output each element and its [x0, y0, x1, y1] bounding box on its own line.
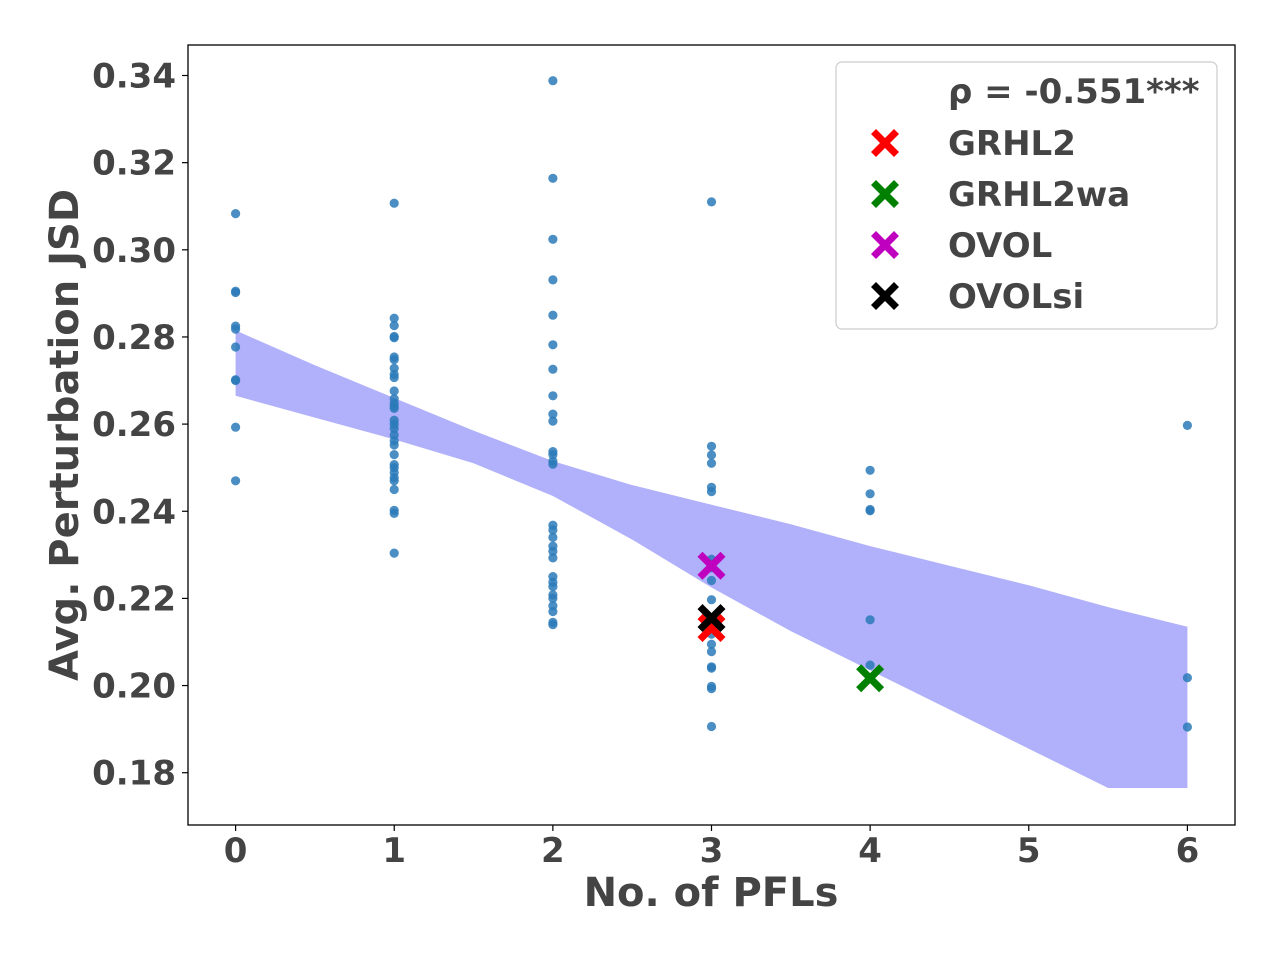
data-point [548, 459, 558, 469]
data-point [706, 487, 717, 497]
highlight-markers-layer [697, 551, 885, 693]
y-tick-label: 0.24 [92, 492, 176, 532]
legend-entries: GRHL2 GRHL2wa OVOL OVOLsi [871, 124, 1130, 317]
legend-grhl2wa-label: GRHL2wa [948, 175, 1130, 215]
data-point [548, 275, 558, 285]
data-point [389, 386, 399, 396]
data-point [389, 450, 399, 460]
data-point [706, 575, 717, 586]
data-point [548, 173, 558, 183]
data-point [389, 372, 399, 383]
data-point [548, 76, 558, 86]
data-point [548, 409, 558, 419]
data-point [389, 484, 399, 495]
data-point [706, 595, 717, 605]
data-point [389, 508, 399, 518]
legend-grhl2wa-marker [871, 180, 899, 208]
data-point [1182, 420, 1192, 430]
x-tick-label: 3 [700, 831, 724, 871]
x-tick-label: 6 [1176, 831, 1200, 871]
legend-ovol-marker [871, 231, 899, 259]
data-point [389, 355, 399, 365]
data-point [706, 721, 717, 732]
data-point [865, 615, 875, 625]
data-point [865, 465, 875, 475]
data-point [548, 546, 558, 556]
data-point [231, 476, 241, 486]
y-tick-label: 0.18 [92, 754, 176, 794]
x-tick-label: 2 [541, 831, 565, 871]
y-tick-label: 0.26 [92, 405, 176, 445]
data-point [548, 553, 558, 563]
data-point [548, 525, 558, 535]
data-point [548, 234, 558, 244]
grhl2wa-marker [856, 664, 885, 693]
data-point [231, 375, 241, 386]
data-point [231, 209, 241, 219]
x-axis-label: No. of PFLs [584, 870, 839, 916]
x-tick-label: 1 [382, 831, 406, 871]
data-point [231, 287, 241, 298]
x-tick-label: 4 [858, 831, 882, 871]
data-point [865, 660, 875, 670]
data-point [548, 310, 558, 320]
x-tick-label: 0 [224, 831, 248, 871]
data-point [706, 663, 717, 673]
data-point [389, 476, 399, 486]
ovolsi-marker [697, 604, 726, 632]
data-point [865, 489, 875, 499]
data-point [706, 197, 717, 207]
ovol-marker [697, 551, 726, 580]
y-tick-label: 0.34 [92, 57, 176, 97]
data-point [231, 342, 241, 352]
y-tick-label: 0.28 [92, 318, 176, 358]
data-point [548, 532, 558, 543]
y-axis-ticks: 0.18 0.20 0.22 0.24 0.26 0.28 0.30 0.32 0.34 [92, 57, 188, 794]
data-point [389, 333, 399, 343]
x-axis-ticks: 0 1 2 3 4 5 6 [224, 825, 1199, 871]
data-point [548, 450, 558, 460]
data-point [706, 441, 717, 451]
data-point [389, 440, 399, 450]
data-point [706, 684, 717, 694]
legend-grhl2-marker [871, 129, 899, 157]
legend-grhl2-label: GRHL2 [948, 124, 1076, 164]
data-point [1182, 722, 1192, 732]
y-tick-label: 0.32 [92, 144, 176, 184]
data-point [389, 403, 399, 413]
y-tick-label: 0.22 [92, 579, 176, 619]
data-point [548, 364, 558, 374]
y-axis-label: Avg. Perturbation JSD [42, 189, 88, 681]
data-point [548, 620, 558, 630]
x-tick-label: 5 [1017, 831, 1041, 871]
y-tick-label: 0.20 [92, 667, 176, 707]
data-point [231, 422, 241, 432]
y-tick-label: 0.30 [92, 231, 176, 271]
data-point [706, 639, 717, 649]
data-point [548, 606, 558, 617]
correlation-annotation: ρ = -0.551*** [948, 72, 1200, 112]
data-point [865, 506, 875, 516]
legend: ρ = -0.551*** GRHL2 GRHL2wa OVOL OVOLsi [835, 61, 1218, 330]
data-point [548, 582, 558, 592]
legend-box [835, 61, 1218, 330]
data-point [706, 450, 717, 460]
data-point [389, 198, 399, 208]
data-point [706, 458, 717, 468]
data-point [389, 321, 399, 331]
data-point [548, 391, 558, 401]
data-point [706, 647, 717, 657]
data-point [389, 313, 399, 323]
legend-ovolsi-marker [871, 282, 899, 310]
data-point [231, 324, 241, 334]
legend-ovolsi-label: OVOLsi [948, 277, 1084, 317]
data-point [548, 593, 558, 604]
data-point [389, 548, 399, 558]
data-point [548, 340, 558, 350]
data-point [389, 423, 399, 434]
data-point [548, 416, 558, 426]
legend-ovol-label: OVOL [948, 226, 1052, 266]
data-point [1182, 673, 1192, 683]
